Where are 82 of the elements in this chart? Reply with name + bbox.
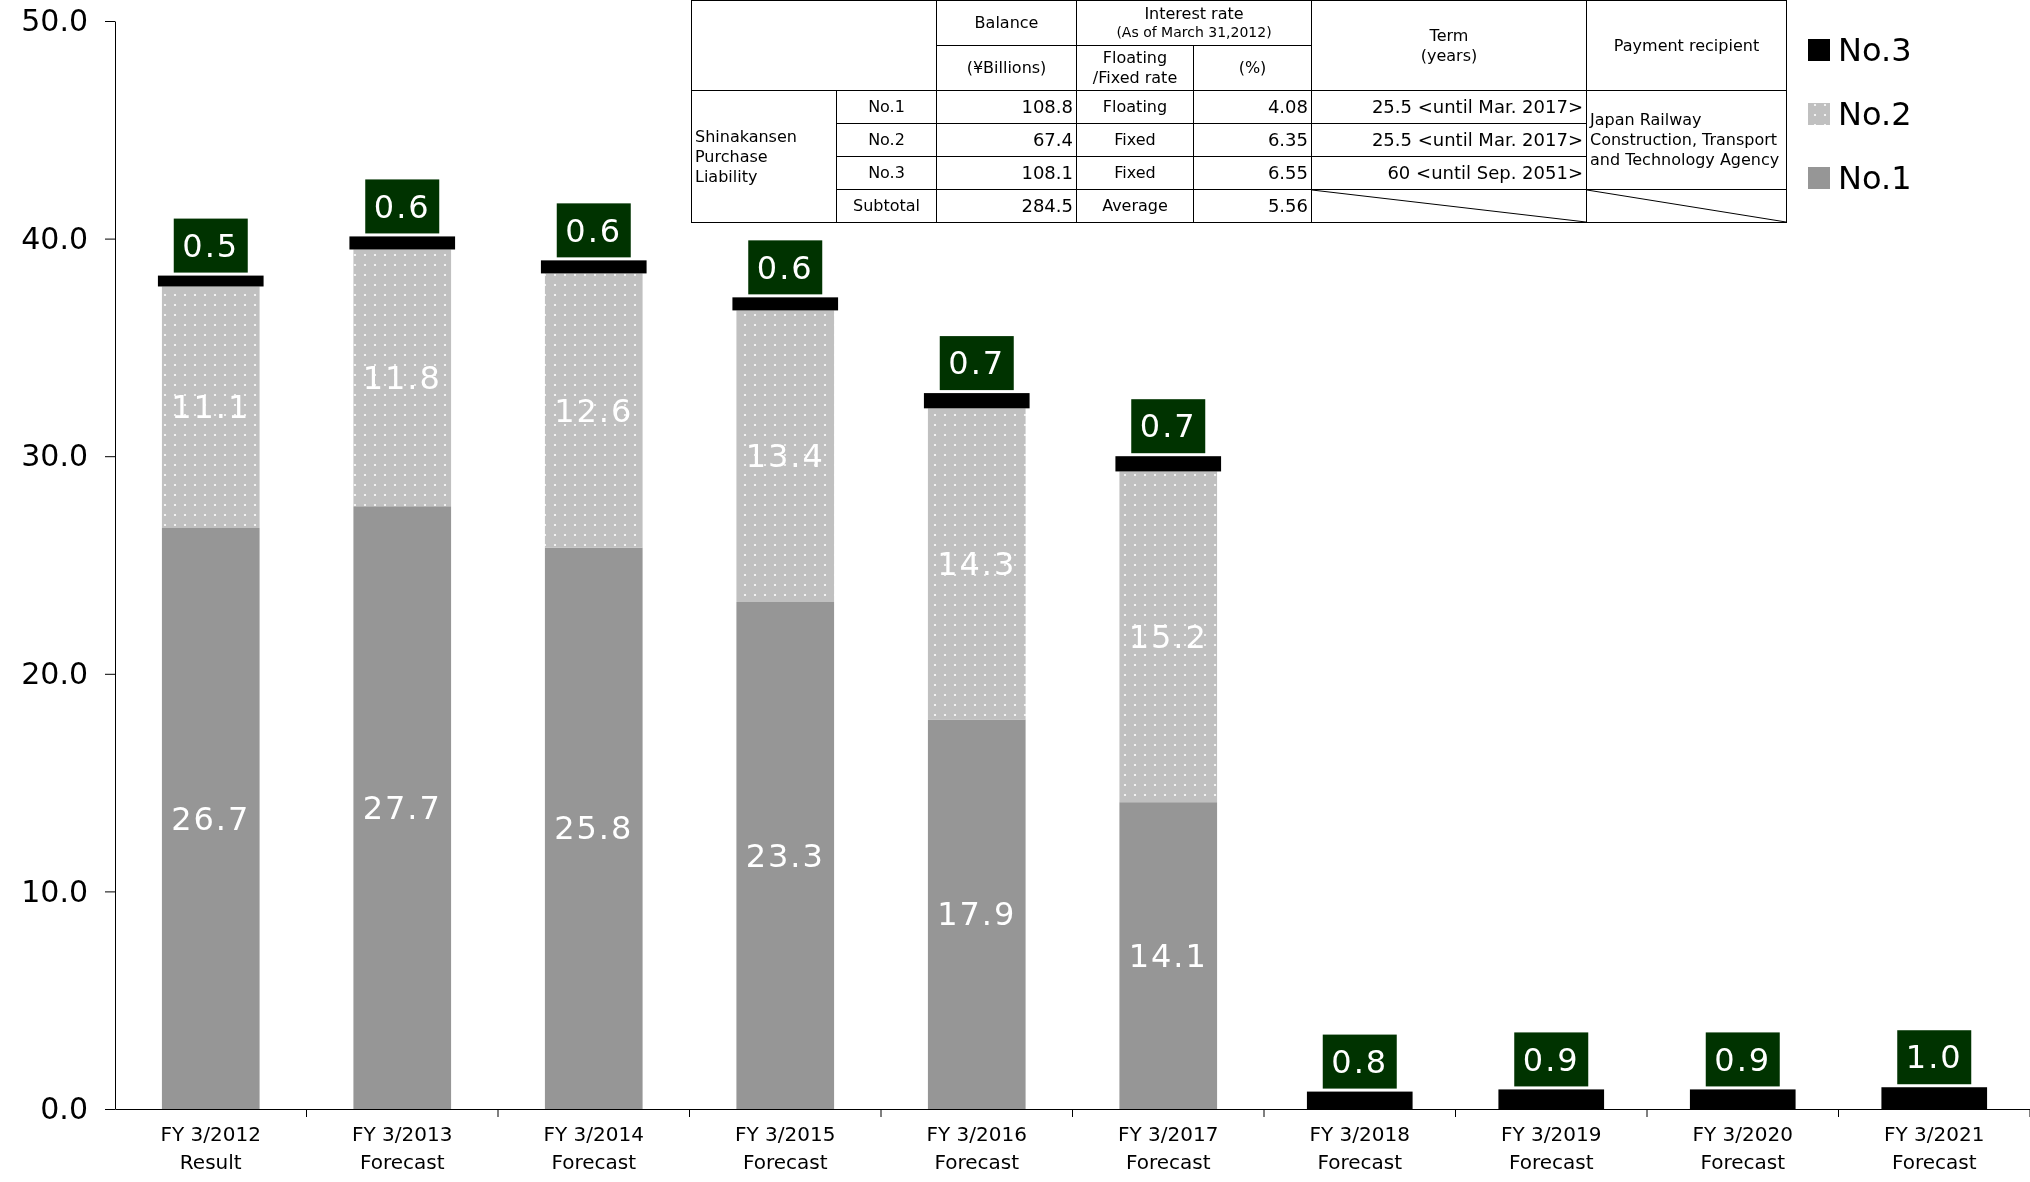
annotation: 6.55 <box>1266 161 1308 185</box>
data-label: 0.7 <box>1139 407 1197 446</box>
data-label: 27.7 <box>362 788 442 827</box>
data-label: 1.0 <box>1905 1038 1963 1077</box>
data-label: 12.6 <box>554 391 634 430</box>
annotation: 108.8 <box>1020 95 1073 119</box>
data-label: 0.9 <box>1714 1040 1772 1079</box>
data-label: 0.6 <box>565 211 623 250</box>
x-tick-label: FY 3/2015 Forecast <box>735 1122 836 1174</box>
annotation: Shinakansen Purchase Liability <box>695 126 798 187</box>
annotation: (%) <box>1237 58 1268 78</box>
annotation: (As of March 31,2012) <box>1115 24 1273 42</box>
annotation: 5.56 <box>1266 194 1308 218</box>
x-tick-label: FY 3/2021 Forecast <box>1884 1122 1985 1174</box>
annotation: No.2 <box>867 130 906 150</box>
data-label: 23.3 <box>745 836 825 875</box>
data-label: 11.8 <box>362 359 442 398</box>
annotation: (¥Billions) <box>965 58 1048 78</box>
y-tick-label: 10.0 <box>21 873 88 909</box>
y-tick-label: 30.0 <box>21 438 88 474</box>
annotation: No.1 <box>867 97 906 117</box>
x-tick-label: FY 3/2018 Forecast <box>1309 1122 1410 1174</box>
data-label: 26.7 <box>171 799 251 838</box>
annotation: Subtotal <box>851 196 921 216</box>
data-label: 0.6 <box>756 248 814 287</box>
legend-label: No.1 <box>1838 159 1912 198</box>
annotation: 6.35 <box>1266 128 1308 152</box>
data-label: 0.6 <box>373 187 431 226</box>
y-tick-label: 0.0 <box>40 1091 88 1127</box>
y-tick-label: 20.0 <box>21 655 88 691</box>
annotation: 25.5 <until Mar. 2017> <box>1370 95 1583 119</box>
annotation: (years) <box>1419 45 1479 66</box>
annotation: 108.1 <box>1020 161 1073 185</box>
x-tick-label: FY 3/2013 Forecast <box>352 1122 453 1174</box>
annotation: Payment recipient <box>1612 35 1761 56</box>
data-label: 13.4 <box>745 437 825 476</box>
label-tag: 0.6 <box>556 203 631 258</box>
label-tag: 0.9 <box>1514 1032 1589 1087</box>
data-label: 17.9 <box>937 895 1017 934</box>
annotation: Floating <box>1101 48 1169 68</box>
x-tick-label: FY 3/2019 Forecast <box>1501 1122 1602 1174</box>
annotation: Fixed <box>1113 163 1157 183</box>
label-tag: 0.7 <box>939 336 1014 391</box>
x-tick-label: FY 3/2020 Forecast <box>1692 1122 1793 1174</box>
label-tag: 0.7 <box>1131 399 1206 454</box>
annotation: Balance <box>973 13 1040 33</box>
annotation: Term <box>1428 25 1470 46</box>
annotation: Japan Railway Construction, Transport and Technology Agency <box>1590 110 1781 170</box>
label-tag: 0.8 <box>1322 1034 1397 1089</box>
x-tick-label: FY 3/2017 Forecast <box>1118 1122 1219 1174</box>
annotation: /Fixed rate <box>1091 68 1179 88</box>
data-label: 14.3 <box>937 545 1017 584</box>
data-label: 0.7 <box>948 344 1006 383</box>
y-tick-label: 50.0 <box>21 3 88 39</box>
label-tag: 0.6 <box>365 179 440 234</box>
x-tick-label: FY 3/2012 Result <box>160 1122 261 1174</box>
label-tag: 0.9 <box>1705 1032 1780 1087</box>
x-tick-label: FY 3/2016 Forecast <box>926 1122 1027 1174</box>
label-tag: 0.5 <box>173 218 248 273</box>
data-label: 11.1 <box>171 388 251 427</box>
annotation: No.3 <box>867 163 906 183</box>
legend-label: No.2 <box>1838 95 1912 134</box>
data-label: 25.8 <box>554 809 634 848</box>
data-label: 14.1 <box>1128 936 1208 975</box>
annotation: 284.5 <box>1020 194 1073 218</box>
x-tick-label: FY 3/2014 Forecast <box>543 1122 644 1174</box>
label-tag: 1.0 <box>1897 1030 1972 1085</box>
legend-label: No.3 <box>1838 31 1912 70</box>
data-label: 15.2 <box>1128 618 1208 657</box>
data-label: 0.8 <box>1331 1042 1389 1081</box>
data-label: 0.5 <box>182 226 240 265</box>
annotation: 4.08 <box>1266 95 1308 119</box>
annotation: Interest rate <box>1143 4 1245 25</box>
annotation: Average <box>1101 196 1169 216</box>
annotation: 67.4 <box>1031 128 1073 152</box>
label-tag: 0.6 <box>748 240 823 295</box>
annotation: 25.5 <until Mar. 2017> <box>1370 128 1583 152</box>
y-tick-label: 40.0 <box>21 220 88 256</box>
annotation: 60 <until Sep. 2051> <box>1386 161 1583 185</box>
annotation: Floating <box>1101 97 1169 117</box>
data-label: 0.9 <box>1522 1040 1580 1079</box>
annotation: Fixed <box>1113 130 1157 150</box>
